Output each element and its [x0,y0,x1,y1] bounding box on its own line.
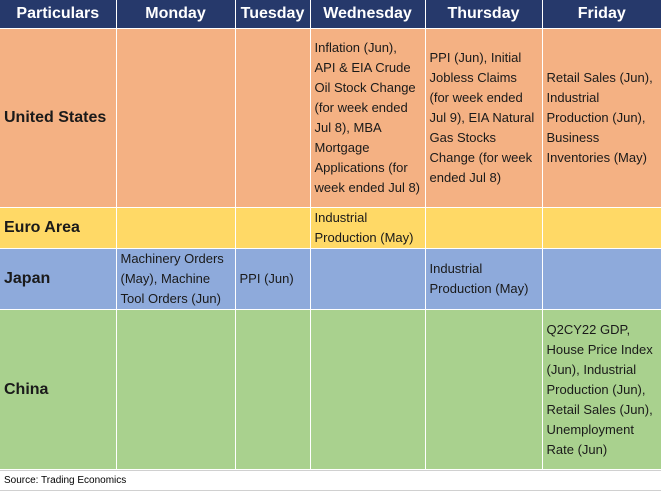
economic-calendar-table: Particulars Monday Tuesday Wednesday Thu… [0,0,661,470]
jp-wednesday-cell [310,248,426,310]
row-china: China Q2CY22 GDP, House Price Index (Jun… [0,309,661,470]
row-japan: Japan Machinery Orders (May), Machine To… [0,248,661,310]
eu-monday-cell [116,207,236,249]
row-euro-area: Euro Area Industrial Production (May) [0,207,661,249]
eu-wednesday-cell: Industrial Production (May) [310,207,426,249]
us-monday-cell [116,28,236,208]
header-monday: Monday [116,0,236,29]
region-euro-area: Euro Area [0,207,117,249]
cn-thursday-cell [425,309,543,470]
jp-thursday-cell: Industrial Production (May) [425,248,543,310]
us-wednesday-cell: Inflation (Jun), API & EIA Crude Oil Sto… [310,28,426,208]
jp-monday-cell: Machinery Orders (May), Machine Tool Ord… [116,248,236,310]
row-united-states: United States Inflation (Jun), API & EIA… [0,28,661,208]
eu-friday-cell [542,207,661,249]
eu-tuesday-cell [235,207,311,249]
eu-thursday-cell [425,207,543,249]
jp-tuesday-cell: PPI (Jun) [235,248,311,310]
header-friday: Friday [542,0,661,29]
header-tuesday: Tuesday [235,0,311,29]
cn-friday-cell: Q2CY22 GDP, House Price Index (Jun), Ind… [542,309,661,470]
region-china: China [0,309,117,470]
cn-wednesday-cell [310,309,426,470]
region-japan: Japan [0,248,117,310]
source-note: Source: Trading Economics [0,470,661,491]
cn-monday-cell [116,309,236,470]
header-particulars: Particulars [0,0,117,29]
us-thursday-cell: PPI (Jun), Initial Jobless Claims (for w… [425,28,543,208]
us-tuesday-cell [235,28,311,208]
cn-tuesday-cell [235,309,311,470]
us-friday-cell: Retail Sales (Jun), Industrial Productio… [542,28,661,208]
header-thursday: Thursday [425,0,543,29]
header-row: Particulars Monday Tuesday Wednesday Thu… [0,0,661,29]
jp-friday-cell [542,248,661,310]
region-united-states: United States [0,28,117,208]
header-wednesday: Wednesday [310,0,426,29]
